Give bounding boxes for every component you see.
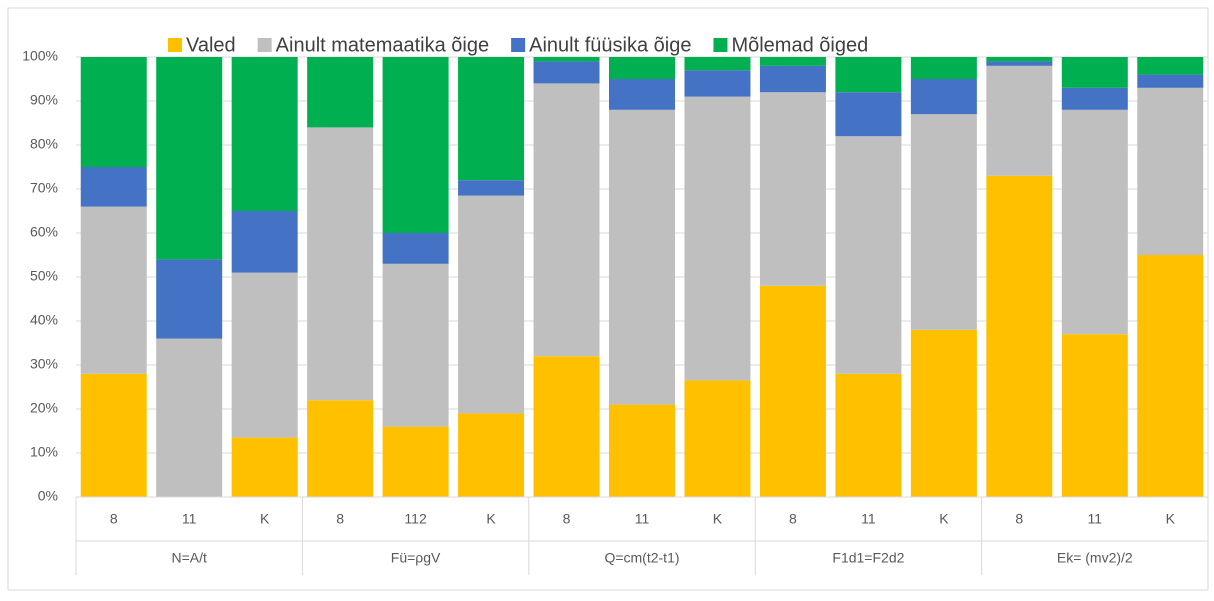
bar-segment: [156, 259, 223, 339]
bar-segment: [80, 57, 147, 167]
bar-segment: [533, 61, 600, 84]
legend-swatch: [713, 38, 728, 52]
x-tick-label: 8: [110, 511, 118, 527]
y-tick-label: 10%: [30, 444, 58, 460]
x-tick-label: K: [939, 511, 949, 527]
bar-segment: [609, 404, 675, 497]
legend-label: Valed: [186, 34, 236, 56]
bar-segment: [382, 233, 449, 264]
y-tick-label: 0%: [38, 488, 58, 504]
x-tick-label: K: [1166, 511, 1176, 527]
x-tick-label: 11: [635, 511, 650, 527]
y-tick-label: 30%: [30, 356, 58, 372]
x-tick-label: 8: [563, 511, 571, 527]
bar-segment: [1137, 87, 1204, 255]
bar-segment: [986, 57, 1053, 62]
x-tick-label: 11: [182, 511, 197, 527]
bar-segment: [609, 57, 675, 79]
y-tick-label: 50%: [30, 268, 58, 284]
x-tick-label: 8: [336, 511, 344, 527]
bar-segment: [1061, 109, 1128, 335]
x-tick-label: K: [713, 511, 723, 527]
bar-segment: [156, 338, 223, 497]
bar-segment: [1061, 334, 1128, 497]
bar-segment: [910, 57, 977, 79]
bar-segment: [759, 57, 826, 66]
bar-segment: [533, 356, 600, 497]
bar-segment: [910, 114, 977, 330]
bar-segment: [684, 96, 751, 381]
bar-segment: [533, 57, 600, 62]
y-tick-label: 80%: [30, 136, 58, 152]
x-tick-label: 11: [1088, 511, 1103, 527]
legend-label: Ainult matemaatika õige: [276, 34, 489, 56]
bar-segment: [835, 373, 902, 497]
x-tick-label: 8: [1015, 511, 1023, 527]
bar-segment: [382, 263, 449, 427]
y-tick-label: 90%: [30, 92, 58, 108]
bar-segment: [458, 413, 525, 497]
y-tick-label: 70%: [30, 180, 58, 196]
bar-segment: [1061, 57, 1128, 88]
bar-segment: [986, 61, 1053, 66]
group-label: Fü=ρgV: [391, 550, 441, 566]
bar-segment: [1137, 74, 1204, 88]
bar-segment: [231, 211, 298, 273]
bar-segment: [458, 195, 525, 414]
bar-segment: [1137, 255, 1204, 497]
group-label: Q=cm(t2-t1): [604, 550, 679, 566]
bar-segment: [458, 180, 525, 196]
bar-segment: [458, 57, 525, 181]
group-label: Ek= (mv2)/2: [1057, 550, 1133, 566]
x-tick-label: K: [486, 511, 496, 527]
y-tick-label: 60%: [30, 224, 58, 240]
bar-segment: [382, 57, 449, 233]
legend-swatch: [511, 38, 526, 52]
legend-swatch: [257, 38, 272, 52]
bar-segment: [684, 57, 751, 71]
bar-segment: [609, 79, 675, 110]
group-label: N=A/t: [171, 550, 207, 566]
bar-segment: [80, 167, 147, 207]
bar-segment: [910, 79, 977, 115]
bar-segment: [1137, 57, 1204, 75]
legend-swatch: [168, 38, 182, 52]
bar-segment: [759, 65, 826, 93]
bar-segment: [759, 92, 826, 286]
y-tick-label: 40%: [30, 312, 58, 328]
y-tick-label: 100%: [22, 48, 58, 64]
bar-segment: [684, 70, 751, 97]
x-tick-label: 8: [789, 511, 797, 527]
bar-segment: [609, 109, 675, 405]
bar-segment: [382, 426, 449, 497]
bar-segment: [80, 373, 147, 497]
x-tick-label: K: [260, 511, 270, 527]
bar-segment: [1061, 87, 1128, 110]
bar-segment: [986, 65, 1053, 176]
chart-border: [7, 7, 1209, 591]
bar-segment: [231, 437, 298, 497]
legend-label: Ainult füüsika õige: [529, 34, 691, 56]
bar-segment: [231, 272, 298, 438]
bar-segment: [156, 57, 223, 260]
bar-segment: [307, 400, 374, 497]
bar-segment: [910, 329, 977, 497]
legend-label: Mõlemad õiged: [731, 34, 868, 56]
bar-segment: [835, 136, 902, 374]
bar-segment: [231, 57, 298, 211]
bar-segment: [533, 83, 600, 357]
bar-segment: [986, 175, 1053, 498]
x-tick-label: 112: [404, 511, 427, 527]
bar-segment: [307, 127, 374, 401]
group-label: F1d1=F2d2: [832, 550, 904, 566]
bar-segment: [307, 57, 374, 128]
bar-segment: [835, 92, 902, 137]
bar-segment: [684, 380, 751, 497]
bar-segment: [80, 206, 147, 374]
y-tick-label: 20%: [30, 400, 58, 416]
x-tick-label: 11: [861, 511, 876, 527]
bar-segment: [835, 57, 902, 93]
bar-segment: [759, 285, 826, 497]
